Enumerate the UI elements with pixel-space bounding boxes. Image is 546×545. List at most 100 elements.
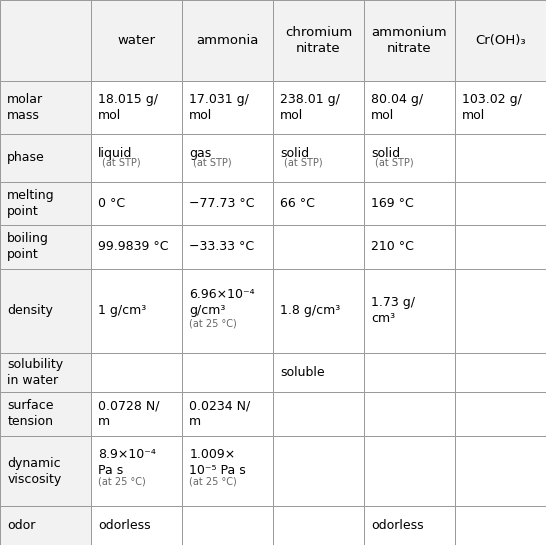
- Bar: [182, 436, 273, 506]
- Bar: [455, 436, 546, 506]
- Text: −77.73 °C: −77.73 °C: [189, 197, 255, 210]
- Text: 99.9839 °C: 99.9839 °C: [98, 240, 169, 253]
- Bar: [455, 392, 546, 436]
- Bar: [273, 134, 364, 181]
- Text: solubility
in water: solubility in water: [7, 358, 63, 387]
- Bar: [364, 225, 455, 269]
- Bar: [455, 81, 546, 134]
- Bar: [455, 181, 546, 225]
- Bar: [182, 392, 273, 436]
- Bar: [0, 0, 91, 81]
- Bar: [0, 353, 91, 392]
- Bar: [182, 81, 273, 134]
- Text: surface
tension: surface tension: [7, 399, 54, 428]
- Text: molar
mass: molar mass: [7, 93, 43, 122]
- Text: (at 25 °C): (at 25 °C): [98, 476, 146, 486]
- Text: ammonium
nitrate: ammonium nitrate: [372, 26, 447, 55]
- Bar: [91, 225, 182, 269]
- Text: soluble: soluble: [280, 366, 325, 379]
- Text: ammonia: ammonia: [197, 34, 259, 47]
- Bar: [182, 134, 273, 181]
- Text: odorless: odorless: [98, 519, 151, 532]
- Text: dynamic
viscosity: dynamic viscosity: [7, 457, 62, 486]
- Bar: [0, 81, 91, 134]
- Text: (at 25 °C): (at 25 °C): [189, 476, 237, 486]
- Bar: [182, 181, 273, 225]
- Text: 210 °C: 210 °C: [371, 240, 414, 253]
- Text: 1.73 g/
cm³: 1.73 g/ cm³: [371, 296, 416, 325]
- Text: 6.96×10⁻⁴
g/cm³: 6.96×10⁻⁴ g/cm³: [189, 288, 255, 317]
- Bar: [273, 353, 364, 392]
- Text: water: water: [117, 34, 156, 47]
- Bar: [273, 506, 364, 545]
- Text: 18.015 g/
mol: 18.015 g/ mol: [98, 93, 158, 122]
- Bar: [273, 225, 364, 269]
- Bar: [364, 506, 455, 545]
- Text: phase: phase: [7, 152, 45, 165]
- Bar: [182, 506, 273, 545]
- Bar: [273, 436, 364, 506]
- Text: odorless: odorless: [371, 519, 424, 532]
- Text: Cr(OH)₃: Cr(OH)₃: [475, 34, 526, 47]
- Text: 1.8 g/cm³: 1.8 g/cm³: [280, 304, 341, 317]
- Bar: [91, 134, 182, 181]
- Bar: [455, 506, 546, 545]
- Text: 169 °C: 169 °C: [371, 197, 414, 210]
- Bar: [364, 392, 455, 436]
- Bar: [182, 0, 273, 81]
- Text: odor: odor: [7, 519, 35, 532]
- Bar: [91, 181, 182, 225]
- Bar: [273, 392, 364, 436]
- Bar: [364, 181, 455, 225]
- Text: boiling
point: boiling point: [7, 232, 49, 262]
- Text: 1 g/cm³: 1 g/cm³: [98, 304, 146, 317]
- Bar: [273, 0, 364, 81]
- Text: (at STP): (at STP): [193, 158, 232, 167]
- Text: liquid: liquid: [98, 147, 133, 160]
- Bar: [364, 0, 455, 81]
- Bar: [364, 353, 455, 392]
- Bar: [182, 225, 273, 269]
- Bar: [0, 506, 91, 545]
- Bar: [455, 134, 546, 181]
- Text: (at STP): (at STP): [102, 158, 140, 167]
- Text: melting
point: melting point: [7, 189, 55, 218]
- Bar: [364, 436, 455, 506]
- Bar: [91, 269, 182, 353]
- Text: 0.0234 N/
m: 0.0234 N/ m: [189, 399, 251, 428]
- Bar: [455, 225, 546, 269]
- Bar: [455, 0, 546, 81]
- Bar: [364, 269, 455, 353]
- Text: 1.009×
10⁻⁵ Pa s: 1.009× 10⁻⁵ Pa s: [189, 448, 246, 477]
- Bar: [182, 269, 273, 353]
- Text: 17.031 g/
mol: 17.031 g/ mol: [189, 93, 249, 122]
- Bar: [0, 181, 91, 225]
- Bar: [273, 181, 364, 225]
- Bar: [0, 225, 91, 269]
- Bar: [0, 134, 91, 181]
- Text: 0 °C: 0 °C: [98, 197, 126, 210]
- Bar: [0, 392, 91, 436]
- Bar: [91, 353, 182, 392]
- Text: 238.01 g/
mol: 238.01 g/ mol: [280, 93, 340, 122]
- Text: 80.04 g/
mol: 80.04 g/ mol: [371, 93, 423, 122]
- Text: −33.33 °C: −33.33 °C: [189, 240, 254, 253]
- Text: (at STP): (at STP): [375, 158, 413, 167]
- Text: (at 25 °C): (at 25 °C): [189, 318, 237, 329]
- Bar: [0, 436, 91, 506]
- Text: 66 °C: 66 °C: [280, 197, 315, 210]
- Bar: [91, 0, 182, 81]
- Bar: [91, 81, 182, 134]
- Bar: [91, 436, 182, 506]
- Text: (at STP): (at STP): [284, 158, 323, 167]
- Bar: [455, 353, 546, 392]
- Bar: [273, 269, 364, 353]
- Text: gas: gas: [189, 147, 211, 160]
- Bar: [91, 506, 182, 545]
- Bar: [364, 134, 455, 181]
- Bar: [0, 269, 91, 353]
- Text: 8.9×10⁻⁴
Pa s: 8.9×10⁻⁴ Pa s: [98, 448, 156, 477]
- Text: 0.0728 N/
m: 0.0728 N/ m: [98, 399, 160, 428]
- Bar: [273, 81, 364, 134]
- Text: solid: solid: [371, 147, 400, 160]
